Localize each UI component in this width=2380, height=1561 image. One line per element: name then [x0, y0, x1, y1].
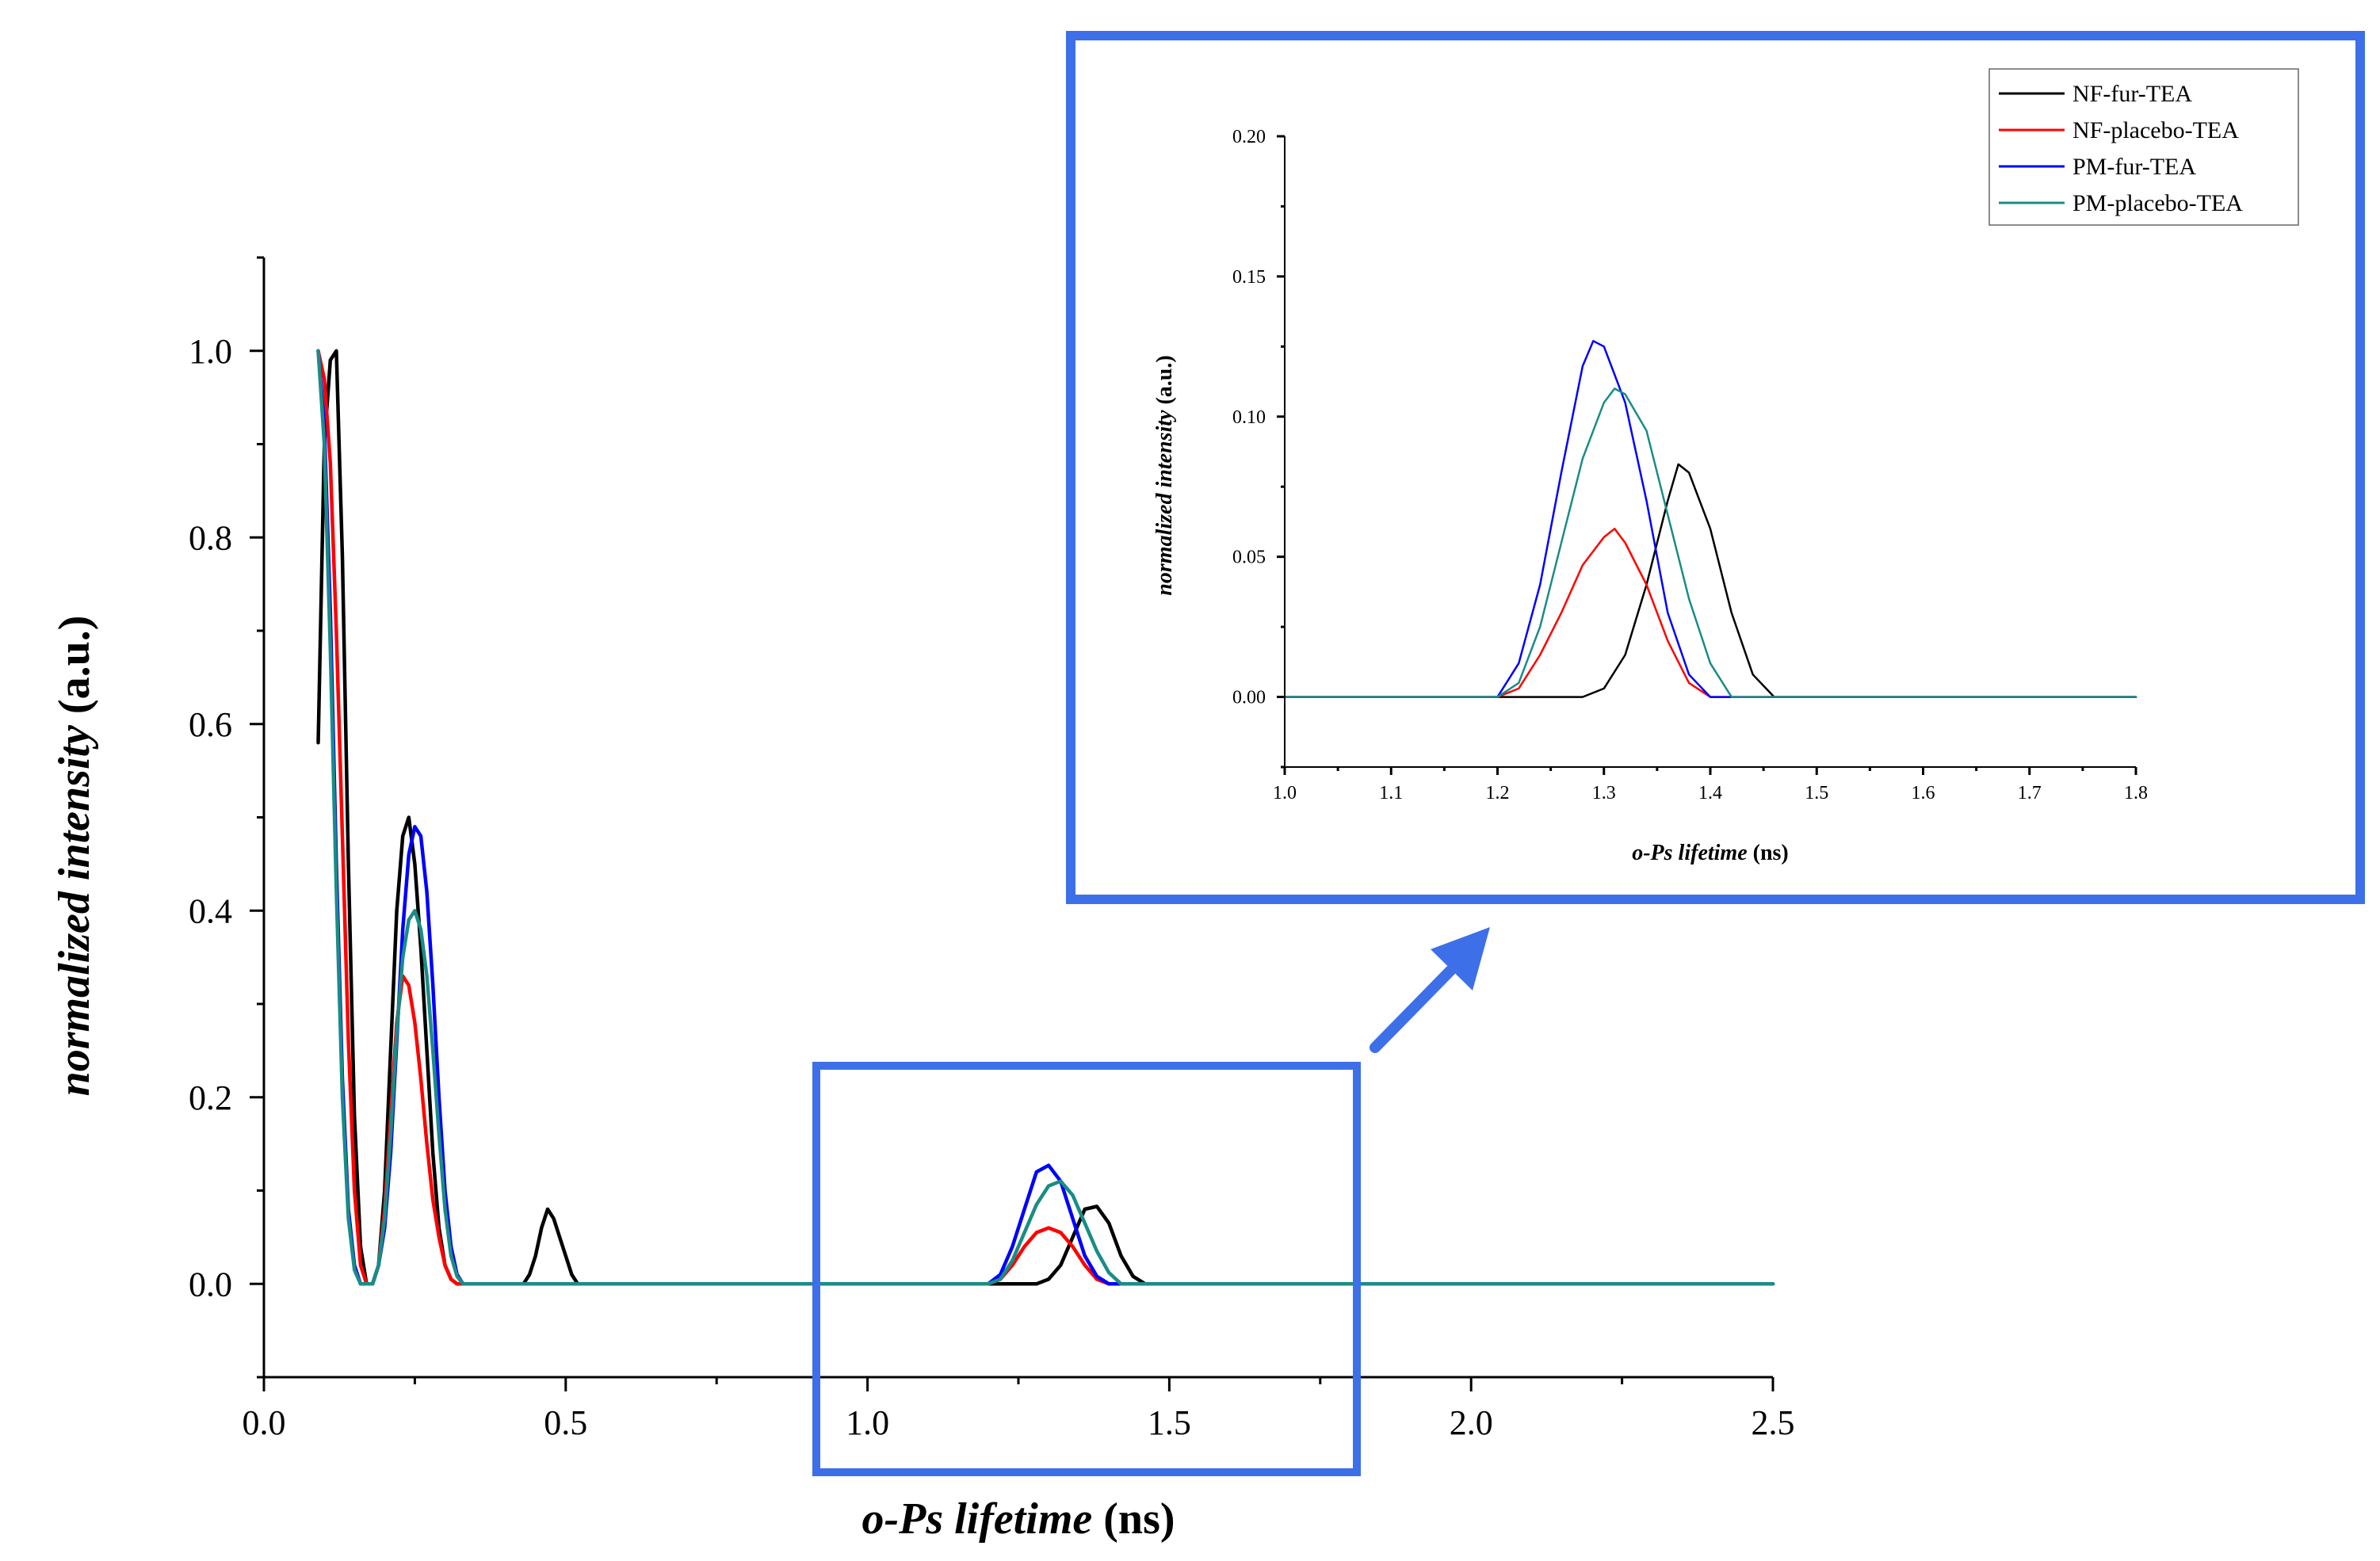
- inset-chart: 1.0 1.1 1.2 1.3 1.4 1.5 1.6 1.7 1.8 0.00 0.05 0.10 0…: [1152, 68, 2299, 865]
- legend-box: [1988, 68, 2299, 226]
- inset-x-tick-label: 1.8: [2124, 783, 2148, 803]
- zoom-region-box: [812, 1062, 1361, 1476]
- inset-y-tick-label: 0.05: [1232, 548, 1266, 568]
- inset-x-tick-label: 1.5: [1805, 783, 1828, 803]
- main-y-tick-label: 0.6: [189, 705, 232, 744]
- main-x-tick-label: 2.5: [1752, 1403, 1795, 1442]
- inset-y-tick-label: 0.15: [1232, 267, 1266, 288]
- inset-x-tick-label: 1.3: [1592, 783, 1616, 803]
- inset-x-tick-label: 1.1: [1379, 783, 1403, 803]
- legend-label-pm-placebo-tea: PM-placebo-TEA: [2072, 190, 2243, 216]
- inset-series-pm-placebo-tea: [1283, 387, 2137, 698]
- main-series-group: [316, 349, 1775, 1286]
- main-y-label-italic: normalized intensity: [50, 724, 99, 1096]
- main-y-axis-label: normalized intensity (a.u.): [50, 616, 99, 1097]
- inset-series-nf-fur-tea: [1283, 463, 2137, 698]
- main-x-label-unit: (ns): [1092, 1494, 1175, 1544]
- inset-y-tick-label: 0.10: [1232, 407, 1266, 428]
- inset-ticks: 1.0 1.1 1.2 1.3 1.4 1.5 1.6 1.7 1.8 0.00 0.05 0.10 0…: [1232, 127, 2148, 803]
- main-y-tick-label: 0.4: [189, 891, 232, 930]
- main-y-label-unit: (a.u.): [50, 616, 99, 725]
- main-x-tick-label: 1.5: [1148, 1403, 1191, 1442]
- inset-x-tick-label: 1.4: [1698, 783, 1722, 803]
- inset-x-label-unit: (ns): [1748, 841, 1789, 865]
- inset-x-tick-label: 1.2: [1486, 783, 1510, 803]
- inset-x-tick-label: 1.7: [2018, 783, 2042, 803]
- main-chart: 0.0 0.5 1.0 1.5 2.0 2.5 0.0 0.2 0.4 0.6 0.8 1.0 o-P…: [50, 256, 1795, 1544]
- inset-y-label-unit: (a.u.): [1152, 355, 1177, 410]
- inset-legend: NF-fur-TEA NF-placebo-TEA PM-fur-TEA PM-pla…: [1988, 68, 2299, 226]
- main-axes: [262, 258, 1773, 1379]
- inset-y-tick-label: 0.00: [1232, 688, 1266, 708]
- main-y-tick-label: 0.8: [189, 518, 232, 557]
- inset-y-tick-label: 0.20: [1232, 127, 1266, 147]
- legend-label-pm-fur-tea: PM-fur-TEA: [2072, 154, 2196, 180]
- main-x-tick-label: 2.0: [1450, 1403, 1493, 1442]
- main-x-tick-label: 0.5: [544, 1403, 587, 1442]
- inset-x-tick-label: 1.6: [1912, 783, 1935, 803]
- main-series-pm-placebo-tea: [316, 349, 1775, 1286]
- legend-label-nf-placebo-tea: NF-placebo-TEA: [2072, 117, 2239, 143]
- inset-y-axis-label: normalized intensity (a.u.): [1152, 355, 1177, 595]
- inset-x-tick-label: 1.0: [1273, 783, 1297, 803]
- inset-x-label-italic: o-Ps lifetime: [1632, 841, 1747, 865]
- main-x-label-italic: o-Ps lifetime: [861, 1494, 1092, 1544]
- zoom-arrow: [1370, 927, 1490, 1053]
- legend-label-nf-fur-tea: NF-fur-TEA: [2072, 81, 2192, 107]
- main-x-axis-label: o-Ps lifetime (ns): [861, 1494, 1175, 1544]
- main-ticks: 0.0 0.5 1.0 1.5 2.0 2.5 0.0 0.2 0.4 0.6 0.8 1.0: [189, 256, 1795, 1442]
- inset-axes: [1284, 136, 2136, 768]
- main-y-tick-label: 0.0: [189, 1265, 232, 1303]
- main-x-tick-label: 1.0: [846, 1403, 889, 1442]
- main-y-tick-label: 1.0: [189, 332, 232, 371]
- main-x-tick-label: 0.0: [243, 1403, 286, 1442]
- inset-series-pm-fur-tea: [1283, 340, 2137, 698]
- inset-y-label-italic: normalized intensity: [1152, 410, 1177, 596]
- main-y-tick-label: 0.2: [189, 1078, 232, 1117]
- inset-x-axis-label: o-Ps lifetime (ns): [1632, 841, 1789, 865]
- inset-series-group: [1283, 340, 2137, 698]
